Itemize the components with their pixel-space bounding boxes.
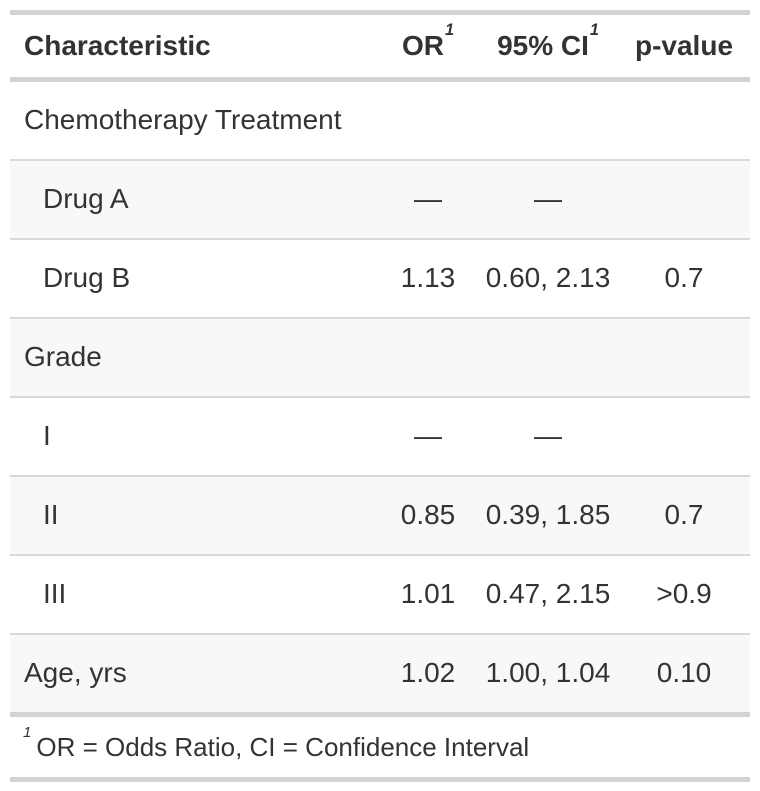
table-row-grade: Grade <box>10 317 750 397</box>
column-header-ci: 95% CI1 <box>478 10 618 82</box>
column-header-p-value: p-value <box>618 10 750 82</box>
row-label: Drug B <box>10 238 378 318</box>
row-label: I <box>10 396 378 476</box>
table-row-grade-2: II 0.85 0.39, 1.85 0.7 <box>10 475 750 555</box>
cell-p-value <box>618 396 750 476</box>
table-row-grade-1: I — — <box>10 396 750 476</box>
cell-ci: — <box>478 396 618 476</box>
footnote-mark-or: 1 <box>444 20 455 39</box>
row-label: Age, yrs <box>10 633 378 715</box>
table-row-drug-b: Drug B 1.13 0.60, 2.13 0.7 <box>10 238 750 318</box>
cell-or <box>378 80 478 161</box>
cell-ci <box>478 317 618 397</box>
row-label: Drug A <box>10 159 378 239</box>
cell-p-value <box>618 159 750 239</box>
header-row: Characteristic OR1 95% CI1 p-value <box>10 10 750 82</box>
column-header-characteristic: Characteristic <box>10 10 378 82</box>
odds-ratio-summary-table: Characteristic OR1 95% CI1 p-value Chemo… <box>10 10 750 782</box>
row-label: II <box>10 475 378 555</box>
column-header-p-value-label: p-value <box>634 30 734 61</box>
column-header-or: OR1 <box>378 10 478 82</box>
footnote-mark: 1 <box>23 724 32 741</box>
column-header-characteristic-label: Characteristic <box>24 30 211 61</box>
footnote-row: 1 OR = Odds Ratio, CI = Confidence Interv… <box>10 712 750 782</box>
cell-ci: — <box>478 159 618 239</box>
table-body: Chemotherapy Treatment Drug A — — Drug B… <box>10 80 750 715</box>
cell-ci: 1.00, 1.04 <box>478 633 618 715</box>
column-header-ci-label: 95% CI <box>497 30 589 61</box>
cell-or: 0.85 <box>378 475 478 555</box>
cell-p-value: 0.10 <box>618 633 750 715</box>
cell-or: 1.13 <box>378 238 478 318</box>
cell-ci: 0.39, 1.85 <box>478 475 618 555</box>
footnote-text: OR = Odds Ratio, CI = Confidence Interva… <box>36 732 530 762</box>
column-header-or-label: OR <box>401 30 444 61</box>
row-label: Chemotherapy Treatment <box>24 104 342 135</box>
cell-or <box>378 317 478 397</box>
cell-or: 1.01 <box>378 554 478 634</box>
footnote-mark-ci: 1 <box>589 20 599 39</box>
table-row-age-yrs: Age, yrs 1.02 1.00, 1.04 0.10 <box>10 633 750 715</box>
summary-table-container: Characteristic OR1 95% CI1 p-value Chemo… <box>10 10 750 782</box>
row-label: Grade <box>10 317 378 397</box>
cell-ci: 0.47, 2.15 <box>478 554 618 634</box>
table-row-chemotherapy-treatment: Chemotherapy Treatment <box>10 80 750 161</box>
cell-or: — <box>378 396 478 476</box>
cell-p-value <box>618 317 750 397</box>
table-row-drug-a: Drug A — — <box>10 159 750 239</box>
cell-or: 1.02 <box>378 633 478 715</box>
cell-p-value: 0.7 <box>618 238 750 318</box>
cell-ci <box>478 80 618 161</box>
cell-ci: 0.60, 2.13 <box>478 238 618 318</box>
cell-or: — <box>378 159 478 239</box>
table-row-grade-3: III 1.01 0.47, 2.15 >0.9 <box>10 554 750 634</box>
cell-p-value: >0.9 <box>618 554 750 634</box>
table-footnote: 1 OR = Odds Ratio, CI = Confidence Interv… <box>10 712 750 782</box>
cell-p-value: 0.7 <box>618 475 750 555</box>
cell-p-value <box>618 80 750 161</box>
table-footer: 1 OR = Odds Ratio, CI = Confidence Interv… <box>10 712 750 782</box>
row-label: III <box>10 554 378 634</box>
table-header: Characteristic OR1 95% CI1 p-value <box>10 10 750 82</box>
